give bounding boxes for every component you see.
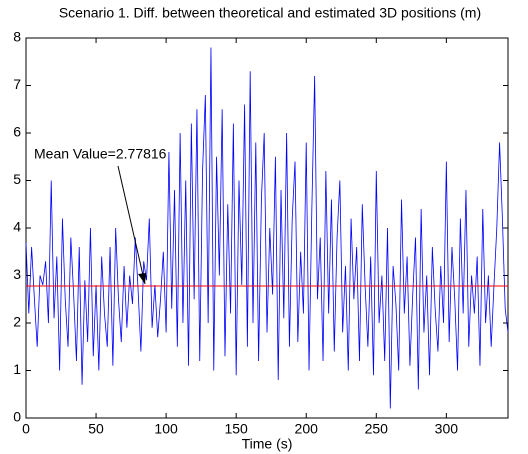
annotation-arrowhead (138, 273, 146, 285)
y-tick-label: 7 (13, 76, 21, 92)
y-tick-label: 6 (13, 124, 21, 140)
x-tick-label: 100 (154, 421, 178, 437)
annotation: Mean Value=2.77816 (34, 146, 167, 162)
plot-frame (25, 37, 509, 419)
y-tick-label: 2 (13, 314, 21, 330)
y-tick-label: 8 (13, 29, 21, 45)
data-line (25, 47, 509, 409)
y-tick-label: 5 (13, 171, 21, 187)
y-tick-label: 4 (13, 219, 21, 235)
x-tick-label: 50 (88, 421, 104, 437)
y-tick-label: 3 (13, 266, 21, 282)
x-tick-label: 300 (435, 421, 459, 437)
chart-title: Scenario 1. Diff. between theoretical an… (59, 5, 481, 21)
x-tick-label: 200 (295, 421, 319, 437)
y-tick-label: 0 (13, 409, 21, 425)
y-tick-label: 1 (13, 361, 21, 377)
annotation-arrow (117, 165, 146, 285)
x-tick-label: 250 (365, 421, 389, 437)
x-tick-label: 150 (224, 421, 248, 437)
x-axis-label: Time (s) (242, 436, 293, 452)
x-tick-label: 0 (22, 421, 30, 437)
